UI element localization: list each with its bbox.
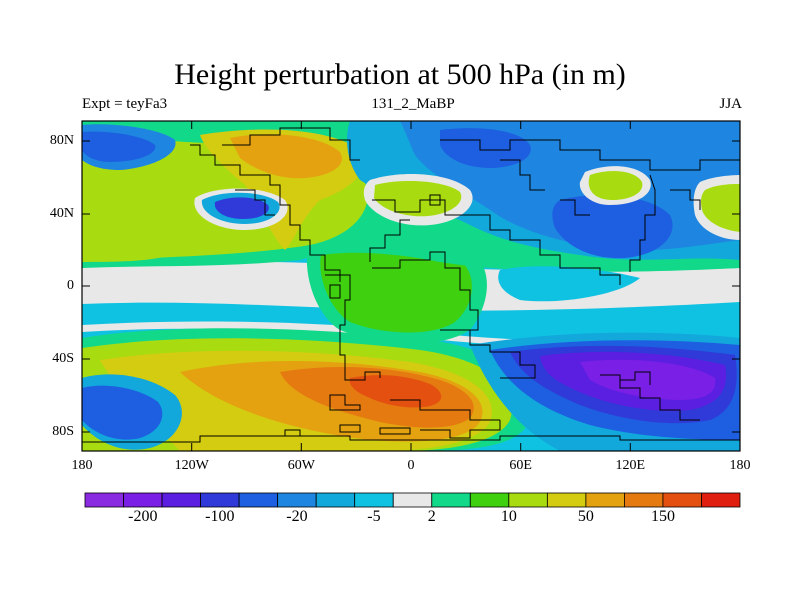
colorbar-label: 150 bbox=[650, 508, 675, 525]
colorbar-swatch bbox=[392, 492, 433, 508]
colorbar-swatch bbox=[123, 492, 163, 508]
colorbar-swatch bbox=[277, 492, 317, 508]
run-label: 131_2_MaBP bbox=[371, 96, 455, 112]
colorbar-swatch bbox=[546, 492, 587, 508]
lon-tick-120e: 120E bbox=[615, 458, 646, 473]
experiment-label: Expt = teyFa3 bbox=[82, 96, 168, 112]
colorbar-label: -20 bbox=[286, 508, 308, 525]
lat-tick-0: 0 bbox=[67, 278, 74, 293]
colorbar-swatch bbox=[508, 492, 548, 508]
coastlines bbox=[82, 127, 740, 443]
lon-tick-180-left: 180 bbox=[71, 458, 93, 473]
colorbar-swatch bbox=[354, 492, 394, 508]
plot-title: Height perturbation at 500 hPa (in m) bbox=[174, 58, 626, 91]
lon-tick-0: 0 bbox=[407, 458, 415, 473]
colorbar-swatch bbox=[84, 492, 124, 508]
lat-tick-40s: 40S bbox=[52, 351, 74, 366]
lon-tick-180-right: 180 bbox=[729, 458, 751, 473]
colorbar-swatch bbox=[431, 492, 471, 508]
colorbar-swatch bbox=[238, 492, 279, 508]
colorbar-swatch bbox=[662, 492, 702, 508]
colorbar-label: 50 bbox=[577, 508, 594, 525]
lon-tick-60e: 60E bbox=[509, 458, 532, 473]
lat-tick-80n: 80N bbox=[49, 133, 74, 148]
lon-tick-120w: 120W bbox=[174, 458, 209, 473]
colorbar-label: 2 bbox=[427, 508, 436, 525]
colorbar-swatch bbox=[701, 492, 741, 508]
colorbar-swatch bbox=[585, 492, 625, 508]
colorbar-swatch bbox=[469, 492, 510, 508]
colorbar-label: 10 bbox=[500, 508, 517, 525]
season-label: JJA bbox=[719, 96, 742, 112]
colorbar-label: -200 bbox=[128, 508, 158, 525]
lat-tick-80s: 80S bbox=[52, 424, 74, 439]
colorbar-swatch bbox=[624, 492, 664, 508]
colorbar bbox=[84, 492, 741, 508]
colorbar-label: -5 bbox=[367, 508, 381, 525]
axis-ticks bbox=[82, 121, 740, 451]
lon-tick-60w: 60W bbox=[287, 458, 315, 473]
lat-tick-40n: 40N bbox=[49, 206, 74, 221]
colorbar-swatch bbox=[200, 492, 240, 508]
colorbar-swatch bbox=[315, 492, 356, 508]
colorbar-swatch bbox=[161, 492, 201, 508]
height-field bbox=[82, 121, 740, 451]
colorbar-label: -100 bbox=[205, 508, 235, 525]
